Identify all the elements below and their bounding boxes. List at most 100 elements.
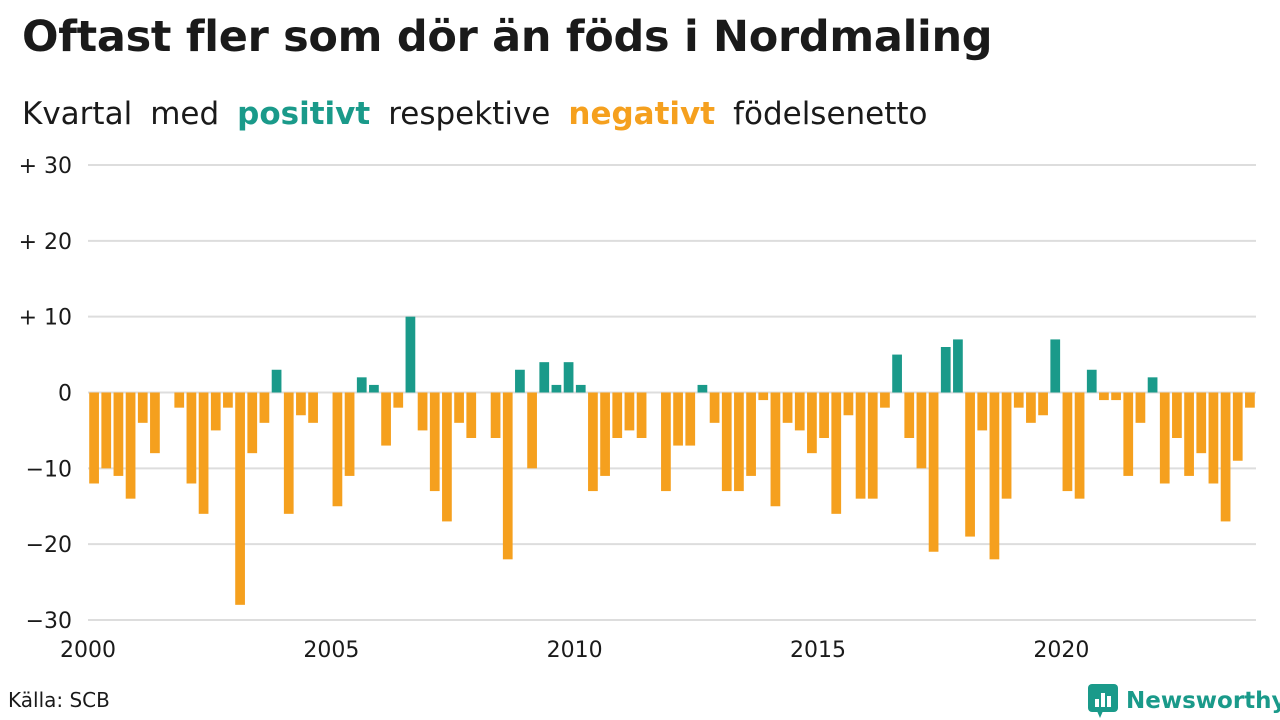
bar-2020Q4	[1099, 392, 1109, 401]
bar-2003Q3	[259, 392, 270, 423]
bar-2018Q4	[1001, 392, 1012, 499]
bar-2005Q2	[344, 392, 355, 476]
bar-2021Q1	[1111, 392, 1121, 401]
subtitle-text-fodelsenetto: födelsenetto	[733, 96, 928, 132]
bar-2016Q2	[880, 392, 890, 408]
subtitle-negative-word: negativt	[568, 96, 716, 132]
y-tick-label: + 10	[19, 306, 72, 331]
bar-2019Q1	[1013, 392, 1024, 408]
bar-2008Q4	[515, 369, 525, 393]
bar-2000Q4	[125, 392, 136, 499]
bar-2020Q3	[1086, 369, 1097, 393]
bar-2019Q4	[1050, 339, 1061, 393]
bar-2014Q3	[794, 392, 805, 431]
bar-2012Q3	[697, 384, 708, 393]
bar-2011Q4	[661, 392, 671, 492]
bar-2000Q1	[89, 392, 99, 484]
bar-2012Q1	[673, 392, 683, 446]
bar-2021Q2	[1123, 392, 1134, 476]
subtitle-text-respektive: respektive	[388, 96, 551, 132]
bar-2014Q1	[770, 392, 781, 507]
x-tick-label: 2005	[303, 638, 359, 663]
bar-2006Q2	[393, 392, 404, 408]
subtitle-text-kvartal: Kvartal	[22, 96, 133, 132]
bar-2020Q1	[1062, 392, 1073, 492]
bar-2008Q3	[502, 392, 513, 560]
x-tick-label: 2000	[60, 638, 116, 663]
bar-2010Q1	[575, 384, 586, 393]
subtitle-text-med: med	[150, 96, 220, 132]
bar-2018Q2	[977, 392, 988, 431]
y-tick-label: −20	[26, 533, 72, 558]
bar-2013Q1	[721, 392, 732, 492]
bar-2007Q2	[442, 392, 452, 522]
bar-2011Q2	[636, 392, 647, 438]
bar-2005Q3	[356, 377, 367, 393]
bar-2002Q3	[210, 392, 221, 431]
bar-2017Q1	[916, 392, 927, 469]
bar-2010Q4	[612, 392, 623, 438]
bar-2021Q4	[1147, 377, 1158, 393]
bar-2003Q2	[247, 392, 258, 454]
x-tick-label: 2015	[790, 638, 846, 663]
brand-name: Newsworthy	[1126, 688, 1280, 714]
bar-2003Q4	[271, 369, 282, 393]
bar-2020Q2	[1074, 392, 1085, 499]
bar-2017Q3	[940, 347, 951, 393]
bar-2019Q2	[1026, 392, 1036, 423]
bar-2016Q4	[904, 392, 915, 438]
bar-2009Q2	[539, 362, 550, 393]
bar-chart: + 30 + 20 + 10 0 −10 −20 −30 2000 2005 2010 2015 20…	[19, 154, 1256, 663]
x-tick-label: 2010	[547, 638, 603, 663]
bar-2003Q1	[235, 392, 245, 605]
x-tick-label: 2020	[1033, 638, 1089, 663]
bar-2015Q4	[855, 392, 866, 499]
y-tick-label: + 20	[19, 230, 72, 255]
bar-2022Q3	[1184, 392, 1194, 476]
bar-2002Q1	[186, 392, 197, 484]
bar-2007Q1	[429, 392, 440, 492]
bar-2019Q3	[1038, 392, 1048, 416]
bar-2005Q4	[369, 384, 379, 393]
bar-2014Q2	[782, 392, 793, 423]
bar-2012Q2	[685, 392, 696, 446]
y-tick-label: −10	[26, 457, 72, 482]
bar-2015Q2	[831, 392, 842, 514]
bar-2009Q1	[527, 392, 537, 469]
bar-2015Q1	[819, 392, 829, 438]
bar-2016Q3	[892, 354, 902, 393]
bar-2006Q1	[381, 392, 391, 446]
bar-2001Q2	[150, 392, 160, 454]
chart-title: Oftast fler som dör än föds i Nordmaling	[22, 12, 993, 62]
bar-2010Q3	[600, 392, 610, 476]
bar-2001Q1	[137, 392, 148, 423]
bar-2013Q4	[758, 392, 769, 401]
bar-2017Q4	[953, 339, 963, 393]
bar-2017Q2	[928, 392, 939, 552]
bar-2023Q2	[1220, 392, 1231, 522]
bar-2006Q4	[417, 392, 428, 431]
y-tick-label: + 30	[19, 154, 72, 179]
bar-2001Q4	[174, 392, 185, 408]
bar-2004Q2	[296, 392, 306, 416]
bar-2000Q2	[101, 392, 112, 469]
bar-2022Q4	[1196, 392, 1207, 454]
bar-2009Q3	[551, 384, 562, 393]
bar-2021Q3	[1135, 392, 1146, 423]
bar-2007Q4	[466, 392, 477, 438]
bar-2007Q3	[454, 392, 464, 423]
bar-2002Q2	[198, 392, 209, 514]
bar-2008Q2	[490, 392, 501, 438]
bar-2018Q3	[989, 392, 1000, 560]
bar-2006Q3	[405, 316, 416, 393]
source-note: Källa: SCB	[8, 688, 110, 712]
bar-2023Q3	[1232, 392, 1243, 461]
bar-2018Q1	[965, 392, 975, 537]
chart-subtitle: Kvartal med positivt respektive negativt föde…	[22, 96, 946, 132]
bar-2013Q2	[734, 392, 744, 492]
newsworthy-logo-icon	[1088, 684, 1118, 718]
bar-2022Q1	[1159, 392, 1170, 484]
bar-2011Q1	[624, 392, 635, 431]
bar-2005Q1	[332, 392, 343, 507]
bar-2023Q4	[1245, 392, 1255, 408]
